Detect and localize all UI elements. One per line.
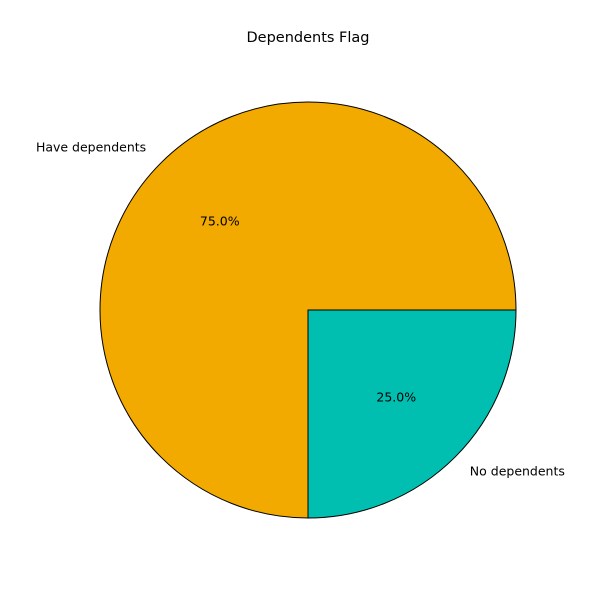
pie-slice-have-dependents — [99, 101, 517, 519]
pie-slice-no-dependents — [307, 309, 517, 519]
chart-title: Dependents Flag — [246, 30, 369, 46]
slice-percent-label: 25.0% — [376, 390, 416, 405]
pie-slices — [99, 101, 517, 519]
pie-labels: Have dependents 75.0% No dependents 25.0% — [36, 140, 565, 479]
slice-label: No dependents — [470, 463, 565, 478]
slice-label: Have dependents — [36, 140, 146, 155]
slice-percent-label: 75.0% — [200, 213, 240, 228]
